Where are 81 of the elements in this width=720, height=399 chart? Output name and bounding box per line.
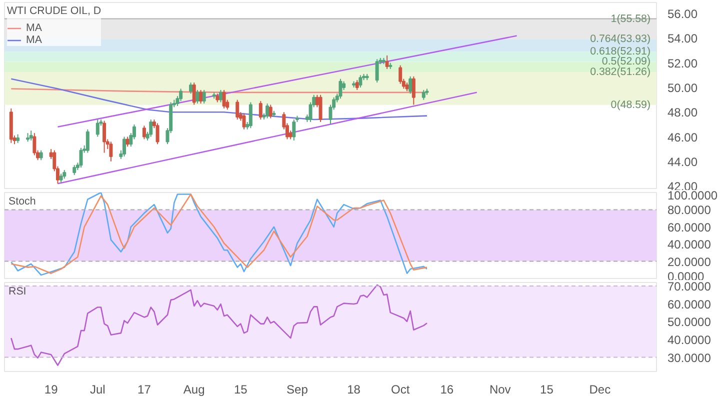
candlestick [422, 89, 426, 100]
band-label: 0.764(53.93) [590, 33, 651, 46]
y-tick-label: 40.0000 [668, 332, 712, 347]
candlestick [248, 102, 252, 129]
candlestick [122, 136, 126, 157]
band-label: 0.5(52.09) [602, 56, 650, 68]
y-tick-label: 52.00 [668, 56, 698, 70]
candlestick [358, 74, 362, 88]
band-label: 0(48.59) [610, 98, 651, 111]
candlestick [126, 136, 130, 148]
legend-label: MA [26, 34, 43, 46]
candlestick [96, 119, 100, 138]
x-tick-label: 16 [440, 382, 454, 396]
candlestick [338, 78, 342, 100]
candlestick [179, 88, 183, 102]
candlestick [408, 76, 412, 94]
x-tick-label: 17 [138, 382, 152, 396]
x-tick-label: 19 [44, 382, 58, 396]
candlestick [266, 103, 270, 119]
x-tick-label: 15 [540, 382, 554, 396]
y-tick-label: 80.0000 [668, 203, 712, 218]
candlestick [29, 130, 33, 141]
x-tick-label: Nov [489, 382, 511, 396]
x-tick-label: Oct [391, 382, 410, 396]
candlestick [258, 100, 262, 120]
y-tick-label: 54.00 [668, 32, 698, 46]
y-tick-label: 40.0000 [668, 238, 712, 252]
x-tick-label: 18 [347, 382, 361, 396]
candlestick [375, 58, 379, 84]
candlestick [385, 54, 389, 70]
candlestick [149, 119, 153, 138]
candlestick [102, 120, 106, 154]
y-tick-label: 44.00 [668, 154, 698, 169]
candlestick [242, 112, 246, 130]
candlestick [196, 89, 200, 104]
y-tick-label: 60.0000 [668, 297, 712, 312]
x-tick-label: Sep [286, 382, 308, 396]
x-tick-label: 15 [234, 382, 248, 396]
candlestick [202, 89, 206, 104]
x-tick-label: Dec [589, 382, 611, 396]
candlestick [268, 104, 272, 119]
chart-title: RSI [8, 286, 26, 298]
candlestick [86, 128, 90, 154]
candlestick [32, 132, 36, 156]
y-tick-label: 56.00 [668, 7, 698, 22]
candlestick [218, 89, 222, 103]
band-label: 0.382(51.26) [590, 66, 651, 78]
chart-title: Stoch [8, 196, 36, 208]
candlestick [142, 125, 146, 140]
candlestick [355, 80, 359, 90]
y-tick-label: 46.00 [668, 130, 698, 144]
y-tick-label: 60.0000 [668, 220, 712, 234]
x-tick-label: Aug [183, 382, 205, 396]
candlestick [189, 82, 193, 94]
legend-label: MA [26, 22, 43, 34]
candlestick [199, 89, 203, 104]
y-tick-label: 100.0000 [668, 188, 718, 202]
candlestick [292, 119, 296, 141]
candlestick [222, 89, 226, 109]
y-tick-label: 20.0000 [668, 254, 712, 269]
candlestick [398, 64, 402, 84]
y-tick-label: 48.00 [668, 106, 698, 120]
y-tick-label: 70.0000 [668, 280, 712, 294]
line-series [10, 284, 428, 366]
candlestick [192, 82, 196, 106]
candlestick [156, 122, 160, 145]
x-tick-label: Jul [90, 382, 106, 396]
candlestick [109, 141, 113, 162]
legend-title: WTI CRUDE OIL, D [7, 5, 102, 17]
y-tick-label: 50.00 [668, 80, 698, 95]
ref-line-label: 1(55.58) [610, 12, 651, 25]
band-label: 0.618(52.91) [590, 46, 651, 58]
candlestick [412, 76, 416, 106]
line-series [10, 78, 428, 120]
candlestick [236, 99, 240, 120]
candlestick [72, 164, 76, 176]
candlestick [318, 94, 322, 122]
y-tick-label: 50.0000 [668, 315, 712, 330]
candlestick [39, 150, 43, 161]
candlestick [79, 147, 83, 168]
y-tick-label: 30.0000 [668, 350, 712, 365]
